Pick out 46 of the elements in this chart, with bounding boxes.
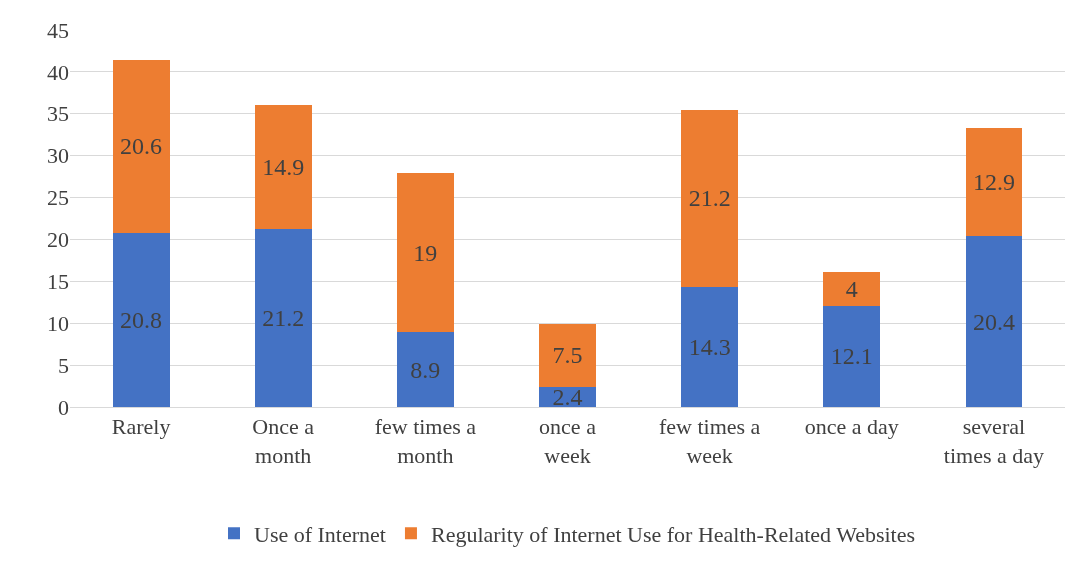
x-tick-label: Once a month — [252, 414, 315, 468]
bar — [539, 324, 596, 387]
data-label: 14.9 — [262, 153, 305, 180]
bar — [965, 236, 1023, 407]
x-tick-label: Rarely — [111, 414, 171, 440]
y-tick-label: 5 — [58, 352, 69, 378]
data-label: 19 — [413, 239, 438, 266]
data-label: 14.3 — [688, 334, 731, 361]
data-label: 12.1 — [830, 343, 873, 370]
data-label: 21.2 — [688, 185, 731, 212]
y-tick-label: 30 — [47, 143, 69, 169]
y-tick-label: 20 — [47, 227, 69, 253]
bar — [823, 272, 881, 306]
data-label: 2.4 — [552, 383, 583, 410]
y-tick-label: 25 — [47, 185, 69, 211]
bar — [823, 305, 881, 407]
legend-label: Use of Internet — [254, 521, 386, 547]
x-tick-label: once a day — [804, 414, 899, 440]
y-tick-label: 15 — [47, 269, 69, 295]
bar — [112, 60, 170, 233]
bar — [254, 229, 312, 407]
bar — [396, 173, 454, 333]
data-label: 20.4 — [972, 308, 1015, 335]
data-label: 21.2 — [262, 305, 305, 332]
y-tick-label: 35 — [47, 101, 69, 127]
bar — [965, 128, 1023, 237]
data-label: 8.9 — [410, 356, 441, 383]
bar — [681, 287, 739, 407]
x-tick-label: several times a day — [943, 414, 1045, 468]
data-label: 7.5 — [552, 342, 583, 369]
data-label: 20.8 — [120, 306, 163, 333]
y-tick-label: 40 — [47, 59, 69, 85]
y-tick-label: 45 — [47, 17, 69, 43]
data-label: 20.6 — [120, 133, 163, 160]
x-tick-label: few times a week — [658, 414, 761, 468]
x-tick-label: once a week — [539, 414, 597, 468]
bar — [396, 332, 454, 407]
y-tick-label: 0 — [58, 394, 69, 420]
bar — [681, 109, 739, 288]
y-tick-label: 10 — [47, 310, 69, 336]
legend-label: Regularity of Internet Use for Health-Related Websites — [430, 521, 916, 547]
bar — [254, 104, 312, 230]
data-label: 12.9 — [972, 169, 1015, 196]
x-tick-label: few times a month — [374, 414, 477, 468]
bar — [112, 232, 170, 407]
data-label: 4 — [845, 275, 858, 302]
